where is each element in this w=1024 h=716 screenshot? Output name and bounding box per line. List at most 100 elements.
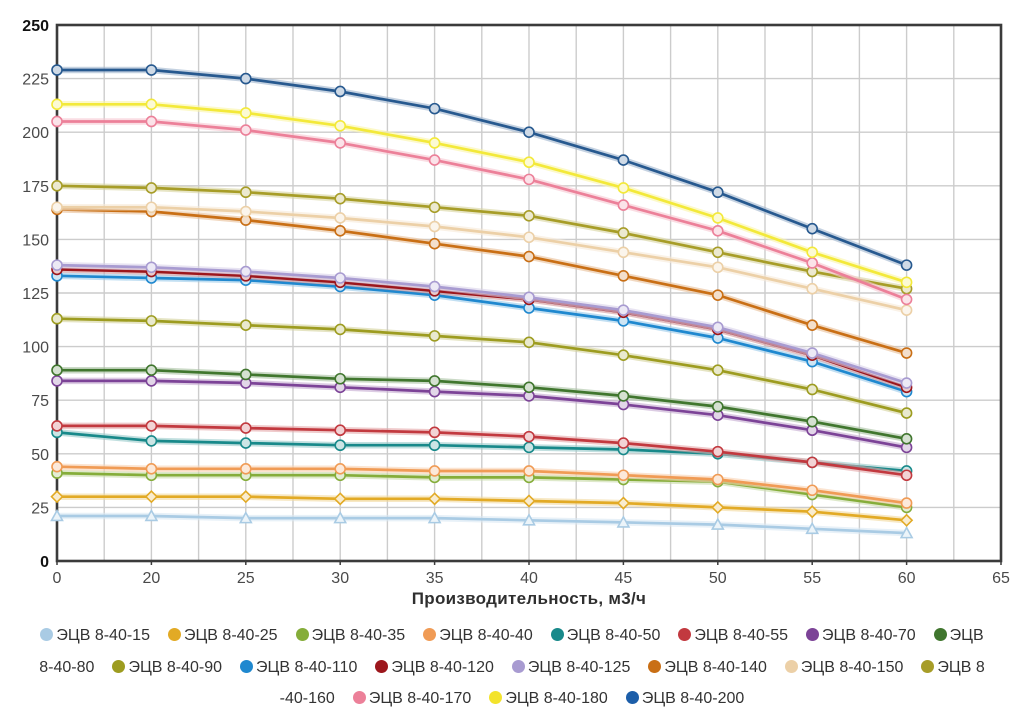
legend-label-55: ЭЦВ 8-40-55	[694, 627, 789, 645]
x-tick-label: 0	[53, 570, 62, 587]
x-tick-label: 50	[709, 570, 727, 587]
data-point-80	[428, 375, 441, 387]
legend-item-55[interactable]: ЭЦВ 8-40-55	[678, 620, 788, 651]
legend-item-35[interactable]: ЭЦВ 8-40-35	[295, 620, 406, 651]
legend-swatch-55	[678, 628, 692, 642]
data-point-150	[617, 246, 630, 259]
data-point-25	[522, 494, 536, 508]
data-point-125	[334, 272, 347, 284]
data-point-40	[711, 473, 724, 486]
data-point-80	[806, 415, 819, 428]
legend-item-160[interactable]: ЭЦВ 8	[921, 652, 985, 683]
data-point-200	[145, 64, 158, 76]
data-point-140	[711, 289, 724, 301]
data-point-80	[711, 400, 724, 413]
legend-item-160b[interactable]: -40-160	[280, 683, 335, 714]
legend-swatch-120	[375, 659, 389, 673]
legend-item-125[interactable]: ЭЦВ 8-40-125	[511, 652, 630, 683]
legend-swatch-150	[784, 659, 798, 673]
data-point-140	[806, 319, 819, 331]
data-point-40	[145, 463, 158, 475]
legend-item-25[interactable]: ЭЦВ 8-40-25	[167, 620, 278, 651]
series-line-15	[55, 514, 908, 535]
data-point-180	[240, 107, 252, 119]
y-tick-label: 250	[22, 18, 49, 35]
data-point-25	[50, 490, 64, 504]
legend-item-110[interactable]: ЭЦВ 8-40-110	[240, 652, 357, 683]
legend-item-15[interactable]: ЭЦВ 8-40-15	[40, 620, 150, 651]
legend-item-90[interactable]: ЭЦВ 8-40-90	[112, 652, 222, 683]
series-line-160	[55, 184, 908, 291]
x-tick-label: 65	[992, 570, 1010, 587]
data-point-180	[428, 137, 441, 149]
data-point-200	[523, 126, 535, 138]
data-point-150	[334, 212, 347, 224]
legend-item-50[interactable]: ЭЦВ 8-40-50	[550, 620, 660, 651]
series-line-90	[55, 317, 908, 415]
legend-swatch-70	[806, 628, 820, 642]
data-point-55	[711, 445, 724, 458]
data-point-150	[145, 201, 158, 214]
legend-label-180: ЭЦВ 8-40-180	[505, 689, 608, 707]
x-axis-title: Производительность, м3/ч	[411, 589, 647, 608]
data-point-70	[51, 375, 63, 387]
y-tick-label: 75	[31, 393, 49, 410]
data-point-80	[523, 381, 535, 394]
data-point-15	[710, 517, 725, 530]
data-point-25	[333, 492, 347, 506]
data-point-170	[428, 154, 441, 166]
chart-legend: ЭЦВ 8-40-15 ЭЦВ 8-40-25 ЭЦВ 8-40-35 ЭЦВ 8-4…	[0, 620, 1024, 714]
data-point-170	[51, 115, 63, 128]
legend-item-170[interactable]: ЭЦВ 8-40-170	[352, 683, 471, 714]
data-point-125	[806, 347, 819, 359]
data-point-25	[239, 490, 253, 504]
y-tick-label: 0	[40, 554, 49, 571]
data-point-160	[428, 201, 441, 214]
legend-swatch-125	[511, 659, 525, 673]
data-point-40	[51, 460, 63, 473]
data-point-170	[900, 293, 913, 306]
data-point-125	[711, 321, 724, 334]
legend-item-80b[interactable]: 8-40-80	[39, 652, 94, 683]
data-point-40	[806, 484, 819, 497]
data-point-15	[522, 513, 536, 526]
legend-swatch-40	[423, 628, 437, 642]
data-point-160	[523, 210, 535, 222]
legend-swatch-90	[112, 659, 126, 673]
legend-item-200[interactable]: ЭЦВ 8-40-200	[625, 683, 744, 714]
data-point-180	[900, 276, 913, 289]
data-point-50	[240, 437, 252, 449]
data-point-180	[51, 98, 63, 111]
y-tick-label: 200	[22, 125, 49, 142]
data-point-40	[240, 463, 252, 475]
legend-item-180[interactable]: ЭЦВ 8-40-180	[489, 683, 608, 714]
data-point-140	[523, 250, 535, 263]
data-point-160	[617, 227, 630, 239]
data-point-25	[616, 496, 631, 510]
data-point-170	[806, 257, 819, 269]
legend-swatch-25	[167, 628, 181, 642]
data-point-150	[523, 231, 535, 244]
legend-swatch-80	[933, 628, 947, 642]
x-tick-label: 55	[803, 570, 821, 587]
y-tick-label: 225	[22, 72, 49, 89]
data-point-125	[523, 291, 535, 304]
data-point-25	[144, 490, 159, 504]
legend-item-140[interactable]: ЭЦВ 8-40-140	[648, 652, 767, 683]
legend-label-120: ЭЦВ 8-40-120	[391, 658, 494, 676]
legend-item-70[interactable]: ЭЦВ 8-40-70	[806, 620, 916, 651]
legend-item-80[interactable]: ЭЦВ	[933, 620, 984, 651]
x-tick-label: 60	[898, 570, 916, 587]
legend-label-35: ЭЦВ 8-40-35	[311, 627, 406, 645]
data-point-55	[617, 437, 630, 449]
legend-item-120[interactable]: ЭЦВ 8-40-120	[375, 652, 494, 683]
x-tick-label: 20	[143, 570, 161, 587]
data-point-15	[144, 508, 159, 522]
series-line-55	[55, 424, 908, 477]
data-point-90	[523, 336, 535, 349]
data-point-200	[711, 186, 724, 199]
legend-item-40[interactable]: ЭЦВ 8-40-40	[423, 620, 533, 651]
data-point-160	[240, 186, 252, 199]
data-point-70	[428, 385, 441, 398]
legend-item-150[interactable]: ЭЦВ 8-40-150	[784, 652, 903, 683]
